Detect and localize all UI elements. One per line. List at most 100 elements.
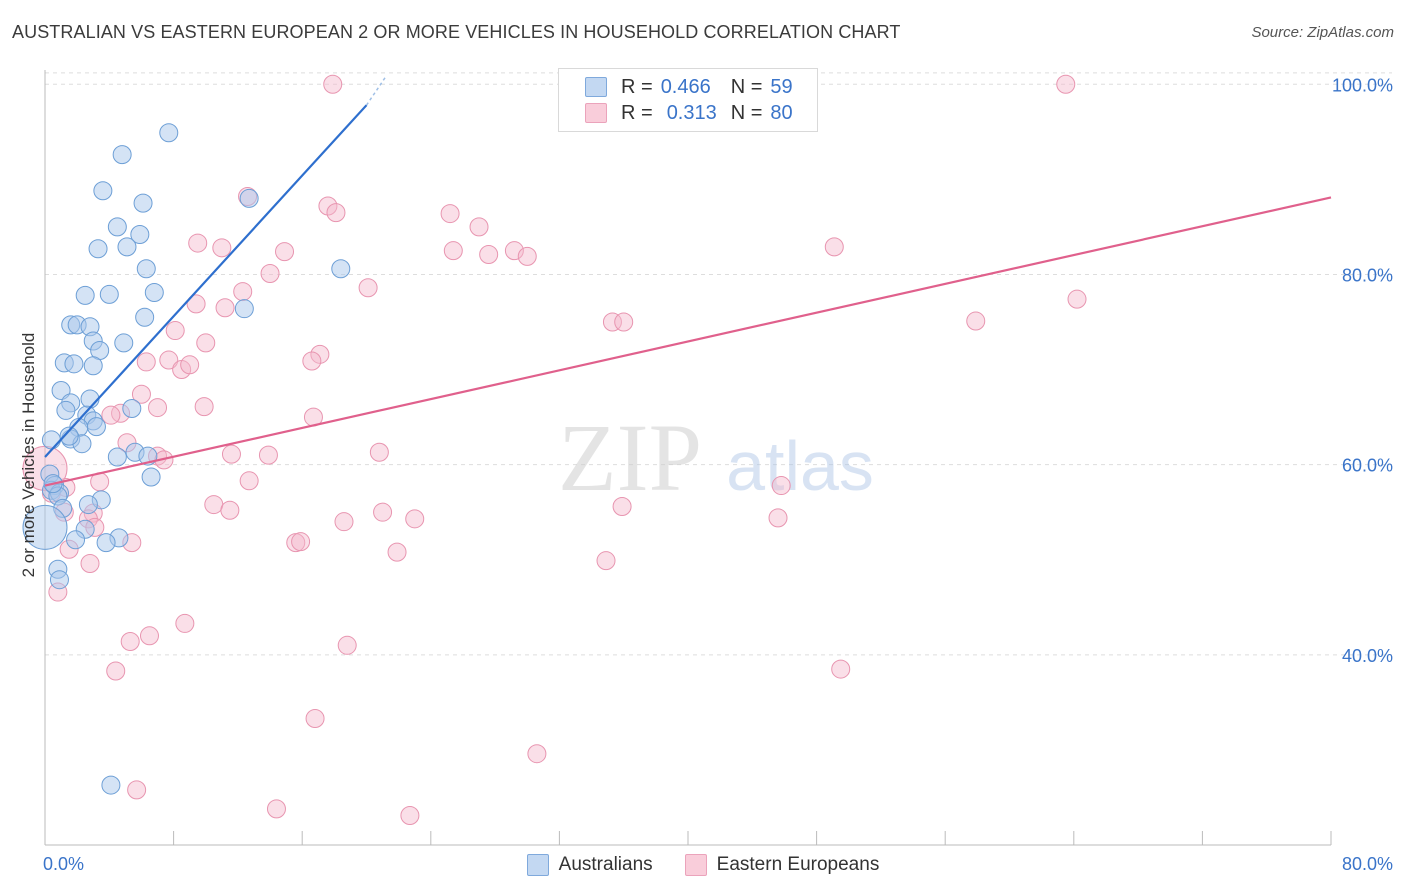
eastern-europeans-point[interactable]: [212, 238, 232, 258]
eastern-europeans-point[interactable]: [305, 709, 325, 729]
eastern-europeans-point[interactable]: [326, 203, 346, 223]
australians-point[interactable]: [117, 237, 137, 257]
eastern-europeans-point[interactable]: [165, 321, 185, 341]
eastern-europeans-point[interactable]: [101, 405, 121, 425]
eastern-europeans-point[interactable]: [136, 352, 156, 372]
axes: [44, 70, 1332, 846]
trend-lines: [44, 76, 1332, 487]
australians-point[interactable]: [101, 775, 121, 795]
australians-point[interactable]: [66, 530, 86, 550]
eastern-europeans-point[interactable]: [387, 542, 407, 562]
australians-point[interactable]: [88, 239, 108, 259]
eastern-europeans-point[interactable]: [275, 242, 295, 262]
australians-point[interactable]: [331, 259, 351, 279]
australians-point[interactable]: [59, 426, 79, 446]
eastern-europeans-point[interactable]: [831, 659, 851, 679]
australians-point[interactable]: [78, 495, 98, 515]
eastern-europeans-point[interactable]: [318, 196, 338, 216]
eastern-europeans-point[interactable]: [194, 397, 214, 417]
eastern-europeans-point[interactable]: [443, 241, 463, 261]
australians-point[interactable]: [239, 188, 259, 208]
eastern-europeans-point[interactable]: [966, 311, 986, 331]
australians-point[interactable]: [22, 504, 68, 550]
eastern-europeans-point[interactable]: [440, 204, 460, 224]
eastern-europeans-point[interactable]: [504, 241, 524, 261]
australians-point[interactable]: [93, 181, 113, 201]
australians-point[interactable]: [80, 389, 100, 409]
australians-point[interactable]: [83, 356, 103, 376]
eastern-europeans-point[interactable]: [196, 333, 216, 353]
eastern-europeans-point[interactable]: [302, 351, 322, 371]
eastern-europeans-point[interactable]: [768, 508, 788, 528]
eastern-europeans-point[interactable]: [106, 661, 126, 681]
eastern-europeans-point[interactable]: [614, 312, 634, 332]
eastern-europeans-point[interactable]: [596, 551, 616, 571]
australians-point[interactable]: [96, 533, 116, 553]
eastern-europeans-point[interactable]: [220, 500, 240, 520]
eastern-europeans-point[interactable]: [527, 744, 547, 764]
australians-point[interactable]: [75, 285, 95, 305]
eastern-europeans-point[interactable]: [188, 233, 208, 253]
eastern-europeans-point[interactable]: [337, 635, 357, 655]
eastern-europeans-point[interactable]: [824, 237, 844, 257]
eastern-europeans-point[interactable]: [175, 613, 195, 633]
eastern-europeans-point[interactable]: [323, 74, 343, 94]
eastern-europeans-point[interactable]: [233, 282, 253, 302]
eastern-europeans-point[interactable]: [602, 312, 622, 332]
eastern-europeans-point[interactable]: [148, 398, 168, 418]
eastern-europeans-point[interactable]: [373, 502, 393, 522]
australians-point[interactable]: [64, 354, 84, 374]
eastern-europeans-point[interactable]: [334, 512, 354, 532]
eastern-europeans-point[interactable]: [260, 263, 280, 283]
australians-point[interactable]: [114, 333, 134, 353]
australians-point[interactable]: [130, 225, 150, 245]
eastern-europeans-points: [22, 74, 1087, 826]
australians-point[interactable]: [234, 299, 254, 319]
source-credit: Source: ZipAtlas.com: [1251, 24, 1394, 41]
eastern-europeans-point[interactable]: [139, 626, 159, 646]
australians-point[interactable]: [107, 447, 127, 467]
australians-point[interactable]: [136, 259, 156, 279]
eastern-europeans-point[interactable]: [369, 442, 389, 462]
eastern-europeans-point[interactable]: [159, 350, 179, 370]
eastern-europeans-point[interactable]: [239, 471, 259, 491]
eastern-europeans-point[interactable]: [400, 806, 420, 826]
eastern-europeans-point[interactable]: [358, 278, 378, 298]
australians-point[interactable]: [56, 400, 76, 420]
australians-point[interactable]: [86, 417, 106, 437]
eastern-europeans-point[interactable]: [186, 294, 206, 314]
legend-item-eastern-europeans[interactable]: Eastern Europeans: [684, 852, 879, 878]
australians-point[interactable]: [99, 284, 119, 304]
legend-item-australians[interactable]: Australians: [526, 852, 653, 878]
australians-point[interactable]: [122, 399, 142, 419]
australians-point[interactable]: [133, 193, 153, 213]
australians-point[interactable]: [141, 467, 161, 487]
eastern-europeans-point[interactable]: [310, 344, 330, 364]
australians-point[interactable]: [144, 283, 164, 303]
eastern-europeans-point[interactable]: [612, 496, 632, 516]
eastern-europeans-point[interactable]: [1056, 74, 1076, 94]
australians-point[interactable]: [112, 145, 132, 165]
australians-point[interactable]: [107, 217, 127, 237]
australians-point[interactable]: [135, 307, 155, 327]
eastern-europeans-point[interactable]: [80, 554, 100, 574]
eastern-europeans-point[interactable]: [258, 445, 278, 465]
australians-point[interactable]: [159, 123, 179, 143]
eastern-europeans-point[interactable]: [120, 632, 140, 652]
eastern-europeans-point[interactable]: [517, 246, 537, 266]
eastern-europeans-point[interactable]: [266, 799, 286, 819]
eastern-europeans-point[interactable]: [221, 444, 241, 464]
eastern-europeans-point[interactable]: [291, 532, 311, 552]
australians-point[interactable]: [41, 430, 61, 450]
eastern-europeans-point[interactable]: [469, 217, 489, 237]
australians-point[interactable]: [49, 570, 69, 590]
eastern-europeans-point[interactable]: [204, 495, 224, 515]
eastern-europeans-point[interactable]: [131, 384, 151, 404]
eastern-europeans-point[interactable]: [1067, 289, 1087, 309]
eastern-europeans-point[interactable]: [180, 355, 200, 375]
eastern-europeans-point[interactable]: [215, 298, 235, 318]
eastern-europeans-point[interactable]: [405, 509, 425, 529]
eastern-europeans-point[interactable]: [771, 476, 791, 496]
eastern-europeans-point[interactable]: [479, 244, 499, 264]
eastern-europeans-point[interactable]: [127, 780, 147, 800]
